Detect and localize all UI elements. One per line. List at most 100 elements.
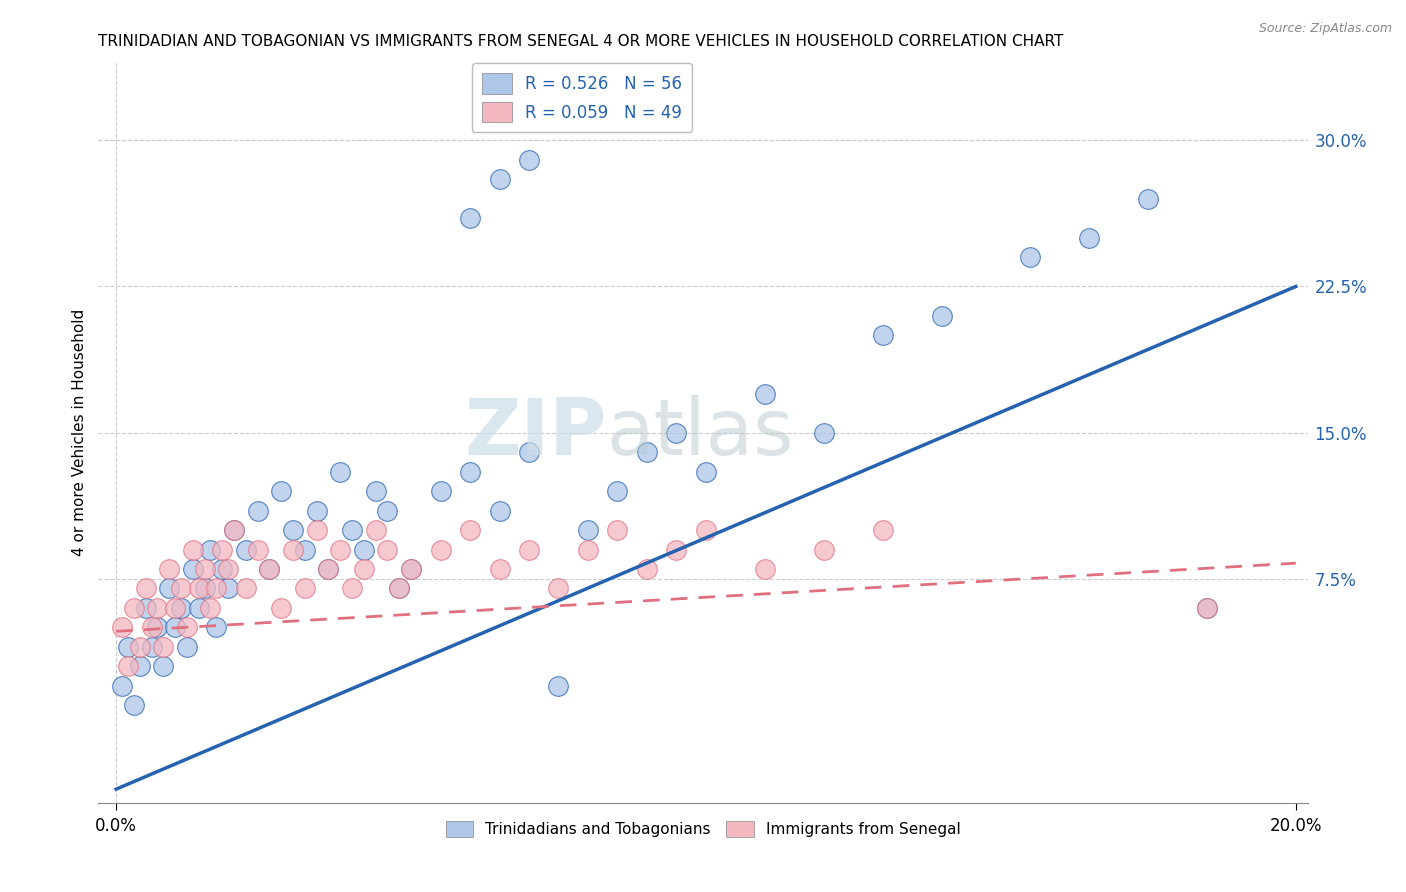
Legend: Trinidadians and Tobagonians, Immigrants from Senegal: Trinidadians and Tobagonians, Immigrants… <box>440 814 966 843</box>
Y-axis label: 4 or more Vehicles in Household: 4 or more Vehicles in Household <box>72 309 87 557</box>
Point <box>636 562 658 576</box>
Point <box>399 562 422 576</box>
Point <box>222 523 245 537</box>
Point <box>576 523 599 537</box>
Point <box>122 601 145 615</box>
Point <box>1137 192 1160 206</box>
Point <box>813 425 835 440</box>
Point <box>141 620 163 634</box>
Point <box>122 698 145 713</box>
Point <box>353 562 375 576</box>
Point <box>458 523 481 537</box>
Point <box>270 601 292 615</box>
Point <box>606 484 628 499</box>
Point <box>305 503 328 517</box>
Point <box>281 523 304 537</box>
Point <box>517 153 540 167</box>
Point <box>146 601 169 615</box>
Point <box>517 445 540 459</box>
Point <box>665 425 688 440</box>
Point <box>665 542 688 557</box>
Point <box>488 562 510 576</box>
Point <box>135 582 157 596</box>
Point <box>281 542 304 557</box>
Text: atlas: atlas <box>606 394 794 471</box>
Point <box>458 465 481 479</box>
Point <box>636 445 658 459</box>
Point <box>377 503 399 517</box>
Point <box>294 582 316 596</box>
Point <box>176 640 198 654</box>
Point <box>235 582 257 596</box>
Point <box>364 523 387 537</box>
Point <box>141 640 163 654</box>
Point <box>205 620 228 634</box>
Point <box>340 582 363 596</box>
Point <box>165 620 187 634</box>
Point <box>259 562 281 576</box>
Point <box>458 211 481 226</box>
Point <box>1197 601 1219 615</box>
Point <box>547 582 569 596</box>
Point <box>205 582 228 596</box>
Point <box>200 542 222 557</box>
Point <box>170 582 193 596</box>
Point <box>176 620 198 634</box>
Point <box>754 562 776 576</box>
Point <box>194 582 217 596</box>
Point <box>170 601 193 615</box>
Point <box>872 328 894 343</box>
Point <box>187 601 209 615</box>
Text: TRINIDADIAN AND TOBAGONIAN VS IMMIGRANTS FROM SENEGAL 4 OR MORE VEHICLES IN HOUS: TRINIDADIAN AND TOBAGONIAN VS IMMIGRANTS… <box>98 34 1064 49</box>
Point <box>111 679 134 693</box>
Point <box>606 523 628 537</box>
Point <box>157 562 180 576</box>
Point <box>872 523 894 537</box>
Point <box>388 582 411 596</box>
Point <box>117 659 139 673</box>
Point <box>517 542 540 557</box>
Point <box>576 542 599 557</box>
Point <box>246 503 269 517</box>
Point <box>111 620 134 634</box>
Point <box>217 582 239 596</box>
Point <box>187 582 209 596</box>
Point <box>146 620 169 634</box>
Point <box>294 542 316 557</box>
Point <box>211 542 233 557</box>
Point <box>340 523 363 537</box>
Point <box>235 542 257 557</box>
Point <box>222 523 245 537</box>
Point <box>135 601 157 615</box>
Point <box>353 542 375 557</box>
Point <box>128 640 150 654</box>
Point <box>377 542 399 557</box>
Point <box>429 542 451 557</box>
Point <box>181 562 204 576</box>
Point <box>931 309 953 323</box>
Point <box>217 562 239 576</box>
Point <box>329 542 352 557</box>
Point <box>259 562 281 576</box>
Point <box>152 640 174 654</box>
Point <box>194 562 217 576</box>
Point <box>246 542 269 557</box>
Point <box>429 484 451 499</box>
Point <box>200 601 222 615</box>
Point <box>388 582 411 596</box>
Point <box>488 172 510 186</box>
Point <box>695 465 717 479</box>
Point <box>318 562 340 576</box>
Point <box>1078 231 1101 245</box>
Point <box>1197 601 1219 615</box>
Point <box>695 523 717 537</box>
Point <box>305 523 328 537</box>
Point <box>329 465 352 479</box>
Text: Source: ZipAtlas.com: Source: ZipAtlas.com <box>1258 22 1392 36</box>
Point <box>211 562 233 576</box>
Point <box>754 386 776 401</box>
Point <box>813 542 835 557</box>
Point <box>1019 250 1042 264</box>
Text: ZIP: ZIP <box>464 394 606 471</box>
Point <box>318 562 340 576</box>
